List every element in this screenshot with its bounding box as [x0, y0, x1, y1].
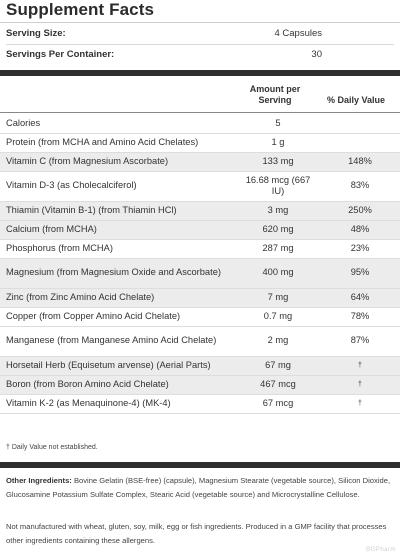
nutrient-daily-value: 83% [318, 171, 400, 202]
nutrient-name: Phosphorus (from MCHA) [0, 239, 238, 259]
table-row: Magnesium (from Magnesium Oxide and Asco… [0, 258, 400, 289]
nutrient-daily-value: 23% [318, 239, 400, 259]
table-row: Calories 5 [0, 114, 400, 134]
nutrient-table: Calories 5 Protein (from MCHA and Amino Ac… [0, 114, 400, 414]
nutrient-amount: 467 mcg [238, 375, 318, 395]
nutrient-amount: 67 mg [238, 356, 318, 376]
nutrient-amount: 1 g [238, 133, 318, 153]
other-ingredients: Other Ingredients: Bovine Gelatin (BSE-f… [6, 474, 394, 501]
serving-size-value: 4 Capsules [274, 28, 322, 39]
nutrient-name: Horsetail Herb (Equisetum arvense) (Aeri… [0, 356, 238, 376]
serving-size-row: Serving Size: 4 Capsules [6, 24, 394, 45]
table-row: Phosphorus (from MCHA) 287 mg 23% [0, 239, 400, 259]
nutrient-amount: 0.7 mg [238, 307, 318, 327]
table-row: Boron (from Boron Amino Acid Chelate) 467… [0, 375, 400, 395]
nutrient-name: Boron (from Boron Amino Acid Chelate) [0, 375, 238, 395]
table-row: Zinc (from Zinc Amino Acid Chelate) 7 mg 6… [0, 288, 400, 308]
panel-title: Supplement Facts [6, 0, 155, 19]
table-row: Thiamin (Vitamin B-1) (from Thiamin HCl)… [0, 201, 400, 221]
nutrient-amount: 400 mg [238, 258, 318, 289]
table-row: Vitamin K-2 (as Menaquinone-4) (MK-4) 67 … [0, 394, 400, 414]
nutrient-name: Vitamin C (from Magnesium Ascorbate) [0, 152, 238, 172]
servings-per-container-label: Servings Per Container: [6, 49, 115, 60]
nutrient-name: Protein (from MCHA and Amino Acid Chelat… [0, 133, 238, 153]
servings-per-container-row: Servings Per Container: 30 [6, 45, 394, 65]
nutrient-daily-value: 148% [318, 152, 400, 172]
nutrient-daily-value: † [318, 394, 400, 414]
nutrient-name: Thiamin (Vitamin B-1) (from Thiamin HCl) [0, 201, 238, 221]
nutrient-amount: 3 mg [238, 201, 318, 221]
allergen-disclaimer: Not manufactured with wheat, gluten, soy… [6, 522, 387, 545]
nutrient-amount: 16.68 mcg (667 IU) [238, 171, 318, 202]
nutrient-daily-value: † [318, 356, 400, 376]
nutrient-daily-value: 48% [318, 220, 400, 240]
table-row: Vitamin D-3 (as Cholecalciferol) 16.68 mc… [0, 171, 400, 202]
nutrient-name: Vitamin D-3 (as Cholecalciferol) [0, 171, 238, 202]
amount-per-serving-header: Amount per Serving [249, 84, 301, 105]
nutrient-daily-value: 64% [318, 288, 400, 308]
table-row: Calcium (from MCHA) 620 mg 48% [0, 220, 400, 240]
table-row: Horsetail Herb (Equisetum arvense) (Aeri… [0, 356, 400, 376]
nutrient-daily-value [318, 133, 400, 153]
nutrient-name: Zinc (from Zinc Amino Acid Chelate) [0, 288, 238, 308]
nutrient-daily-value: 250% [318, 201, 400, 221]
nutrient-name: Magnesium (from Magnesium Oxide and Asco… [0, 258, 238, 289]
daily-value-header: % Daily Value [326, 95, 386, 105]
table-row: Manganese (from Manganese Amino Acid Che… [0, 326, 400, 357]
thick-divider [0, 70, 400, 76]
nutrient-daily-value [318, 114, 400, 134]
nutrient-amount: 133 mg [238, 152, 318, 172]
nutrient-amount: 2 mg [238, 326, 318, 357]
table-row: Copper (from Copper Amino Acid Chelate) 0… [0, 307, 400, 327]
serving-size-label: Serving Size: [6, 28, 66, 39]
nutrient-amount: 7 mg [238, 288, 318, 308]
nutrient-name: Calories [0, 114, 238, 134]
nutrient-amount: 287 mg [238, 239, 318, 259]
bottom-divider [0, 462, 400, 468]
table-row: Protein (from MCHA and Amino Acid Chelat… [0, 133, 400, 153]
nutrient-name: Calcium (from MCHA) [0, 220, 238, 240]
nutrient-amount: 620 mg [238, 220, 318, 240]
other-ingredients-label: Other Ingredients: [6, 476, 72, 485]
nutrient-daily-value: † [318, 375, 400, 395]
daily-value-footnote: † Daily Value not established. [6, 444, 98, 451]
servings-per-container-value: 30 [311, 49, 322, 60]
nutrient-name: Manganese (from Manganese Amino Acid Che… [0, 326, 238, 357]
nutrient-daily-value: 78% [318, 307, 400, 327]
other-ingredients-text: Bovine Gelatin (BSE-free) (capsule), Mag… [6, 476, 391, 499]
nutrient-name: Copper (from Copper Amino Acid Chelate) [0, 307, 238, 327]
top-divider [0, 22, 400, 23]
nutrient-daily-value: 95% [318, 258, 400, 289]
watermark: BGPharm [366, 547, 396, 553]
nutrient-name: Vitamin K-2 (as Menaquinone-4) (MK-4) [0, 394, 238, 414]
table-row: Vitamin C (from Magnesium Ascorbate) 133 … [0, 152, 400, 172]
nutrient-amount: 67 mcg [238, 394, 318, 414]
nutrient-amount: 5 [238, 114, 318, 134]
nutrient-daily-value: 87% [318, 326, 400, 357]
header-divider [0, 112, 400, 113]
